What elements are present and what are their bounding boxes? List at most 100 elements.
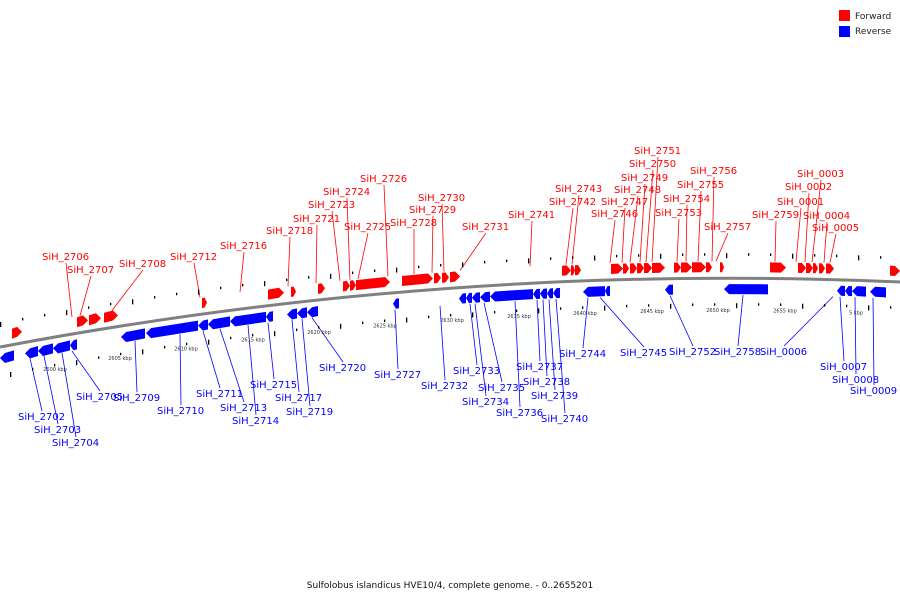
reverse-gene-sih-2719[interactable]: [297, 307, 307, 319]
reverse-gene-sih-0006[interactable]: [837, 285, 845, 296]
label-leader-line: [823, 221, 828, 263]
reverse-gene-sih-2739[interactable]: [547, 288, 553, 299]
forward-gene-sih-2718[interactable]: [291, 286, 296, 298]
reverse-gene-sih-2732[interactable]: [459, 293, 466, 304]
gene-label: SiH_2748: [614, 185, 661, 196]
forward-gene-sih-2724[interactable]: [350, 280, 356, 291]
gene-label: SiH_2721: [293, 214, 340, 225]
ruler-tick-bottom: [780, 303, 782, 306]
label-leader-line: [79, 275, 92, 316]
reverse-gene-partial[interactable]: [0, 350, 14, 363]
reverse-gene-sih-2720[interactable]: [307, 306, 318, 318]
forward-gene-sih-2741[interactable]: [562, 265, 571, 276]
reverse-gene-sih-0007[interactable]: [845, 285, 852, 297]
forward-gene-partial[interactable]: [12, 326, 22, 339]
reverse-gene-sih-2710[interactable]: [146, 320, 198, 339]
reverse-gene-sih-2715[interactable]: [266, 311, 273, 322]
label-leader-line: [29, 358, 43, 412]
reverse-gene-sih-2740[interactable]: [553, 287, 560, 299]
gene-label: SiH_2741: [508, 210, 555, 221]
forward-gene-sih-2725[interactable]: [356, 277, 390, 291]
forward-gene-sih-2726[interactable]: [402, 273, 433, 286]
label-leader-line: [697, 190, 702, 262]
forward-gene-sih-2755[interactable]: [692, 262, 706, 273]
reverse-gene-sih-2736[interactable]: [490, 289, 533, 302]
reverse-gene-sih-2733[interactable]: [466, 292, 472, 304]
forward-gene-sih-0001[interactable]: [798, 262, 806, 273]
reverse-gene-sih-2735[interactable]: [480, 291, 490, 303]
label-leader-line: [346, 197, 351, 280]
forward-gene-sih-2748[interactable]: [630, 263, 637, 274]
tick-label: 2655 kbp: [773, 309, 797, 315]
reverse-gene-sih-2737[interactable]: [533, 288, 540, 300]
reverse-gene-sih-2745[interactable]: [605, 286, 610, 297]
forward-gene-sih-2743[interactable]: [575, 265, 581, 276]
reverse-gene-sih-2714[interactable]: [230, 311, 266, 327]
forward-gene-sih-2712[interactable]: [202, 297, 207, 309]
gene-label: SiH_2749: [621, 173, 668, 184]
ruler-tick-bottom: [890, 306, 892, 309]
forward-gene-sih-2723[interactable]: [343, 280, 350, 292]
reverse-gene-sih-2709[interactable]: [121, 328, 145, 343]
forward-gene-sih-2756[interactable]: [706, 262, 712, 273]
gene-label: SiH_2745: [620, 348, 667, 359]
forward-gene-sih-2751[interactable]: [652, 262, 665, 273]
forward-gene-sih-2746[interactable]: [611, 263, 623, 274]
forward-gene-partial[interactable]: [890, 265, 900, 276]
forward-gene-sih-0005[interactable]: [826, 263, 834, 274]
forward-gene-sih-2731[interactable]: [450, 271, 460, 283]
tick-label: 2630 kbp: [440, 318, 464, 324]
reverse-gene-sih-2717[interactable]: [287, 308, 297, 320]
ruler-tick-bottom: [538, 308, 540, 314]
label-leader-line: [469, 303, 478, 366]
forward-gene-sih-2716[interactable]: [268, 287, 284, 300]
label-leader-line: [514, 301, 521, 408]
forward-gene-sih-2708[interactable]: [104, 310, 118, 323]
reverse-gene-sih-2727[interactable]: [393, 298, 399, 309]
ruler-tick-top: [396, 267, 398, 273]
reverse-gene-sih-2704[interactable]: [53, 340, 70, 354]
forward-gene-sih-2707[interactable]: [89, 313, 101, 326]
label-leader-line: [795, 207, 802, 262]
ruler-tick-bottom: [208, 339, 210, 345]
gene-label: SiH_2719: [286, 407, 333, 418]
tick-label: 2620 kbp: [307, 330, 331, 336]
reverse-gene-sih-0009[interactable]: [870, 286, 886, 298]
ruler-tick-top: [0, 322, 2, 327]
reverse-gene-sih-2702[interactable]: [25, 346, 38, 359]
forward-genes[interactable]: [12, 262, 900, 339]
forward-gene-sih-2749[interactable]: [637, 263, 644, 274]
reverse-genes[interactable]: [0, 284, 886, 363]
forward-gene-sih-2757[interactable]: [720, 262, 724, 273]
forward-gene-sih-2747[interactable]: [623, 263, 629, 274]
reverse-gene-sih-2752[interactable]: [665, 284, 673, 295]
gene-label: SiH_2751: [634, 146, 681, 157]
reverse-gene-sih-2711[interactable]: [198, 319, 208, 331]
gene-label: SiH_2727: [374, 370, 421, 381]
forward-gene-sih-0002[interactable]: [806, 262, 813, 274]
gene-label: SiH_2709: [113, 393, 160, 404]
forward-gene-sih-2721[interactable]: [318, 283, 325, 295]
forward-gene-sih-2753[interactable]: [674, 262, 681, 273]
forward-gene-sih-0003[interactable]: [813, 263, 818, 274]
forward-gene-sih-2750[interactable]: [644, 262, 652, 274]
gene-label: SiH_2755: [677, 180, 724, 191]
forward-gene-sih-0004[interactable]: [819, 263, 825, 274]
tick-rulers: [0, 253, 892, 377]
reverse-gene-sih-2738[interactable]: [540, 288, 547, 299]
forward-gene-sih-2729[interactable]: [442, 272, 449, 283]
forward-gene-sih-2742[interactable]: [571, 265, 575, 276]
forward-gene-sih-2754[interactable]: [681, 262, 692, 273]
reverse-gene-sih-2758[interactable]: [724, 284, 768, 295]
ruler-tick-top: [198, 289, 200, 295]
reverse-gene-sih-2705[interactable]: [70, 339, 77, 351]
reverse-gene-sih-2744[interactable]: [583, 286, 605, 297]
gene-label: SiH_2711: [196, 389, 243, 400]
forward-gene-sih-2706[interactable]: [77, 315, 88, 328]
forward-gene-sih-2759[interactable]: [770, 262, 786, 273]
reverse-gene-sih-2734[interactable]: [472, 292, 480, 303]
reverse-gene-sih-2713[interactable]: [208, 316, 230, 330]
forward-gene-sih-2728[interactable]: [434, 272, 441, 284]
reverse-gene-sih-0008[interactable]: [852, 286, 866, 297]
reverse-gene-sih-2703[interactable]: [38, 343, 53, 357]
